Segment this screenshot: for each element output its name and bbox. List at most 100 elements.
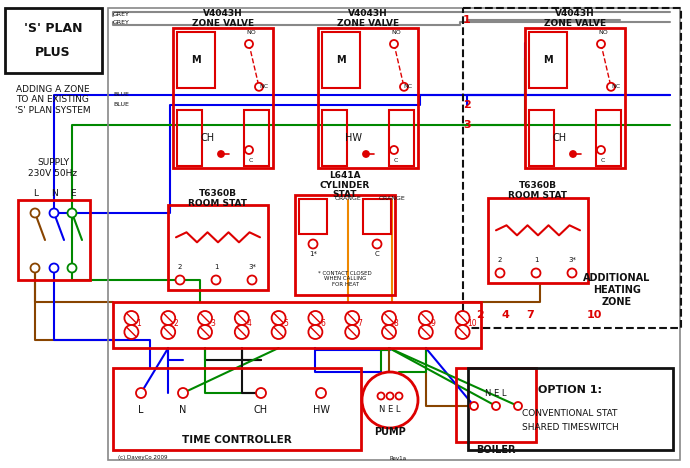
Bar — [529, 32, 567, 88]
Text: T6360B: T6360B — [199, 189, 237, 197]
Text: NC: NC — [611, 84, 620, 89]
Text: 10: 10 — [468, 319, 477, 328]
Circle shape — [492, 402, 500, 410]
Circle shape — [245, 146, 253, 154]
Text: 3*: 3* — [568, 257, 576, 263]
Bar — [463, 8, 681, 328]
Circle shape — [455, 325, 470, 339]
Circle shape — [345, 325, 359, 339]
Text: ZONE VALVE: ZONE VALVE — [544, 20, 606, 29]
Text: V4043H: V4043H — [555, 9, 595, 19]
Text: 2: 2 — [476, 310, 484, 320]
Circle shape — [256, 388, 266, 398]
Bar — [177, 110, 202, 166]
Circle shape — [363, 151, 369, 157]
Circle shape — [50, 263, 59, 272]
Circle shape — [235, 311, 249, 325]
Bar — [318, 28, 418, 168]
Circle shape — [68, 263, 77, 272]
Text: 5: 5 — [284, 319, 288, 328]
Text: GREY: GREY — [113, 20, 130, 24]
Text: 1: 1 — [534, 257, 538, 263]
Circle shape — [567, 269, 577, 278]
Circle shape — [30, 209, 39, 218]
Text: 2: 2 — [173, 319, 178, 328]
Circle shape — [390, 40, 398, 48]
Bar — [488, 198, 588, 283]
Text: ADDITIONAL
HEATING
ZONE: ADDITIONAL HEATING ZONE — [583, 273, 651, 307]
Circle shape — [514, 402, 522, 410]
Circle shape — [68, 209, 77, 218]
Circle shape — [531, 269, 540, 278]
Text: N: N — [52, 189, 59, 197]
Text: TIME CONTROLLER: TIME CONTROLLER — [182, 435, 292, 445]
Text: PUMP: PUMP — [374, 427, 406, 437]
Circle shape — [597, 40, 605, 48]
Text: 1: 1 — [463, 15, 471, 25]
Bar — [108, 8, 680, 460]
Text: NO: NO — [598, 30, 608, 36]
Text: 6: 6 — [320, 319, 325, 328]
Bar — [173, 28, 273, 168]
Text: CONVENTIONAL STAT: CONVENTIONAL STAT — [522, 409, 618, 417]
Text: ROOM STAT: ROOM STAT — [188, 198, 248, 207]
Text: HW: HW — [313, 405, 330, 415]
Text: Rev1a: Rev1a — [390, 455, 407, 461]
Text: M: M — [191, 55, 201, 65]
Bar — [168, 205, 268, 290]
Text: 3: 3 — [463, 120, 471, 130]
Text: 'S' PLAN: 'S' PLAN — [23, 22, 82, 35]
Text: 4: 4 — [501, 310, 509, 320]
Text: 9: 9 — [431, 319, 435, 328]
Text: 4: 4 — [247, 319, 252, 328]
Circle shape — [198, 325, 212, 339]
Circle shape — [272, 311, 286, 325]
Circle shape — [218, 151, 224, 157]
Bar — [596, 110, 621, 166]
Circle shape — [419, 311, 433, 325]
Text: OPTION 1:: OPTION 1: — [538, 385, 602, 395]
Circle shape — [382, 311, 396, 325]
Text: C: C — [249, 159, 253, 163]
Text: BLUE: BLUE — [113, 93, 129, 97]
Text: NO: NO — [246, 30, 256, 36]
Text: NC: NC — [404, 84, 413, 89]
Circle shape — [345, 311, 359, 325]
Circle shape — [136, 388, 146, 398]
Text: 2: 2 — [463, 100, 471, 110]
Text: N: N — [179, 405, 187, 415]
Text: C: C — [601, 159, 605, 163]
Bar — [113, 302, 481, 348]
Text: ORANGE: ORANGE — [335, 196, 362, 200]
Text: * CONTACT CLOSED
WHEN CALLING
FOR HEAT: * CONTACT CLOSED WHEN CALLING FOR HEAT — [318, 271, 372, 287]
Circle shape — [235, 325, 249, 339]
Bar — [468, 368, 673, 450]
Circle shape — [198, 311, 212, 325]
Circle shape — [390, 146, 398, 154]
Text: V4043H: V4043H — [203, 9, 243, 19]
Text: SUPPLY
230V 50Hz: SUPPLY 230V 50Hz — [28, 158, 77, 178]
Bar — [322, 110, 347, 166]
Text: CH: CH — [254, 405, 268, 415]
Text: L: L — [138, 405, 144, 415]
Text: SHARED TIMESWITCH: SHARED TIMESWITCH — [522, 424, 618, 432]
Bar — [113, 368, 361, 450]
Bar — [322, 32, 360, 88]
Text: ZONE VALVE: ZONE VALVE — [192, 20, 254, 29]
Text: M: M — [543, 55, 553, 65]
Text: CH: CH — [553, 133, 567, 143]
Text: L: L — [34, 189, 39, 197]
Text: 8: 8 — [394, 319, 399, 328]
Circle shape — [382, 325, 396, 339]
Text: CYLINDER: CYLINDER — [320, 181, 370, 190]
Circle shape — [362, 372, 418, 428]
Text: 1: 1 — [214, 264, 218, 270]
Text: NO: NO — [391, 30, 401, 36]
Text: ORANGE: ORANGE — [379, 196, 406, 200]
Circle shape — [570, 151, 576, 157]
Bar — [5, 8, 102, 73]
Text: PLUS: PLUS — [35, 45, 71, 58]
Text: 3*: 3* — [248, 264, 256, 270]
Text: ADDING A ZONE
TO AN EXISTING
'S' PLAN SYSTEM: ADDING A ZONE TO AN EXISTING 'S' PLAN SY… — [15, 85, 91, 115]
Text: 2: 2 — [497, 257, 502, 263]
